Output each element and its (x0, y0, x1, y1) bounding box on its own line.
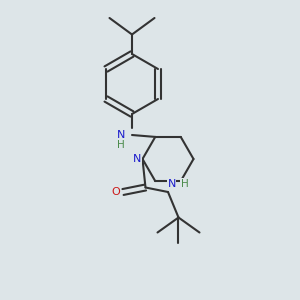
Text: O: O (111, 187, 120, 197)
Text: N: N (167, 178, 176, 189)
Text: N: N (116, 130, 125, 140)
Text: H: H (117, 140, 124, 151)
Text: N: N (133, 154, 141, 164)
Text: H: H (181, 178, 188, 189)
